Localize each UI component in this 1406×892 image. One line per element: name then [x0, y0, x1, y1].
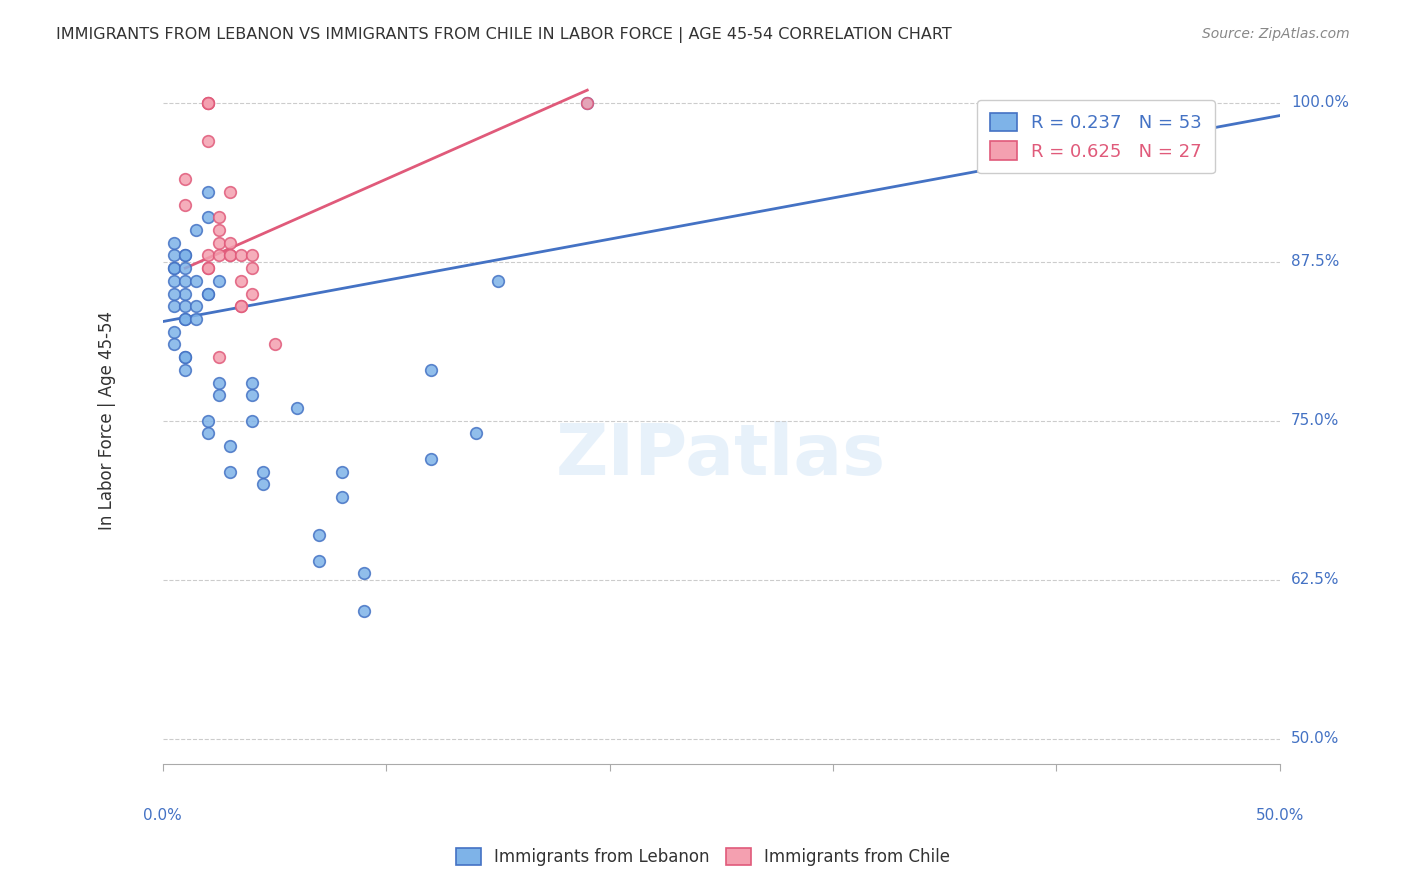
Point [240, 248, 263, 262]
Text: Source: ZipAtlas.com: Source: ZipAtlas.com [1202, 27, 1350, 41]
Point [174, 363, 197, 377]
Point [163, 261, 186, 276]
Point [197, 426, 219, 441]
Text: 50.0%: 50.0% [1256, 808, 1303, 823]
Point [263, 337, 285, 351]
Point [208, 376, 231, 390]
Point [240, 261, 263, 276]
Point [197, 286, 219, 301]
Point [576, 95, 599, 110]
Point [197, 95, 219, 110]
Point [330, 465, 353, 479]
Point [174, 248, 197, 262]
Point [419, 451, 441, 466]
Point [174, 286, 197, 301]
Point [197, 95, 219, 110]
Point [229, 248, 252, 262]
Text: In Labor Force | Age 45-54: In Labor Force | Age 45-54 [98, 311, 117, 530]
Legend: Immigrants from Lebanon, Immigrants from Chile: Immigrants from Lebanon, Immigrants from… [447, 840, 959, 875]
Point [218, 439, 240, 453]
Point [576, 95, 599, 110]
Point [197, 134, 219, 148]
Point [174, 350, 197, 364]
Point [208, 211, 231, 225]
Point [229, 274, 252, 288]
Point [240, 414, 263, 428]
Text: 62.5%: 62.5% [1291, 572, 1340, 587]
Point [163, 286, 186, 301]
Text: 0.0%: 0.0% [143, 808, 183, 823]
Point [163, 235, 186, 250]
Point [1001, 134, 1024, 148]
Text: ZIPatlas: ZIPatlas [557, 420, 886, 490]
Point [419, 363, 441, 377]
Point [197, 414, 219, 428]
Point [252, 465, 274, 479]
Point [218, 235, 240, 250]
Point [218, 248, 240, 262]
Point [353, 566, 375, 581]
Point [197, 286, 219, 301]
Point [197, 261, 219, 276]
Point [208, 350, 231, 364]
Point [486, 274, 509, 288]
Point [208, 235, 231, 250]
Point [464, 426, 486, 441]
Point [186, 274, 208, 288]
Point [208, 223, 231, 237]
Point [197, 95, 219, 110]
Point [174, 312, 197, 326]
Point [353, 604, 375, 618]
Point [186, 312, 208, 326]
Point [163, 337, 186, 351]
Point [174, 248, 197, 262]
Point [186, 223, 208, 237]
Point [197, 185, 219, 199]
Point [163, 248, 186, 262]
Text: 87.5%: 87.5% [1291, 254, 1339, 269]
Point [252, 477, 274, 491]
Point [285, 401, 308, 415]
Point [218, 185, 240, 199]
Point [174, 261, 197, 276]
Point [218, 465, 240, 479]
Point [240, 388, 263, 402]
Text: IMMIGRANTS FROM LEBANON VS IMMIGRANTS FROM CHILE IN LABOR FORCE | AGE 45-54 CORR: IMMIGRANTS FROM LEBANON VS IMMIGRANTS FR… [56, 27, 952, 43]
Point [208, 388, 231, 402]
Text: 50.0%: 50.0% [1291, 731, 1339, 746]
Text: 100.0%: 100.0% [1291, 95, 1348, 111]
Point [308, 553, 330, 567]
Point [229, 299, 252, 313]
Point [229, 299, 252, 313]
Point [163, 299, 186, 313]
Point [174, 172, 197, 186]
Point [208, 248, 231, 262]
Point [174, 350, 197, 364]
Point [174, 197, 197, 211]
Text: 75.0%: 75.0% [1291, 413, 1339, 428]
Point [197, 248, 219, 262]
Point [163, 261, 186, 276]
Point [197, 211, 219, 225]
Point [218, 248, 240, 262]
Point [163, 325, 186, 339]
Point [308, 528, 330, 542]
Point [186, 299, 208, 313]
Point [174, 299, 197, 313]
Point [197, 261, 219, 276]
Point [163, 274, 186, 288]
Legend: R = 0.237   N = 53, R = 0.625   N = 27: R = 0.237 N = 53, R = 0.625 N = 27 [977, 100, 1215, 173]
Point [174, 312, 197, 326]
Point [330, 490, 353, 504]
Point [240, 286, 263, 301]
Point [208, 274, 231, 288]
Point [174, 274, 197, 288]
Point [240, 376, 263, 390]
